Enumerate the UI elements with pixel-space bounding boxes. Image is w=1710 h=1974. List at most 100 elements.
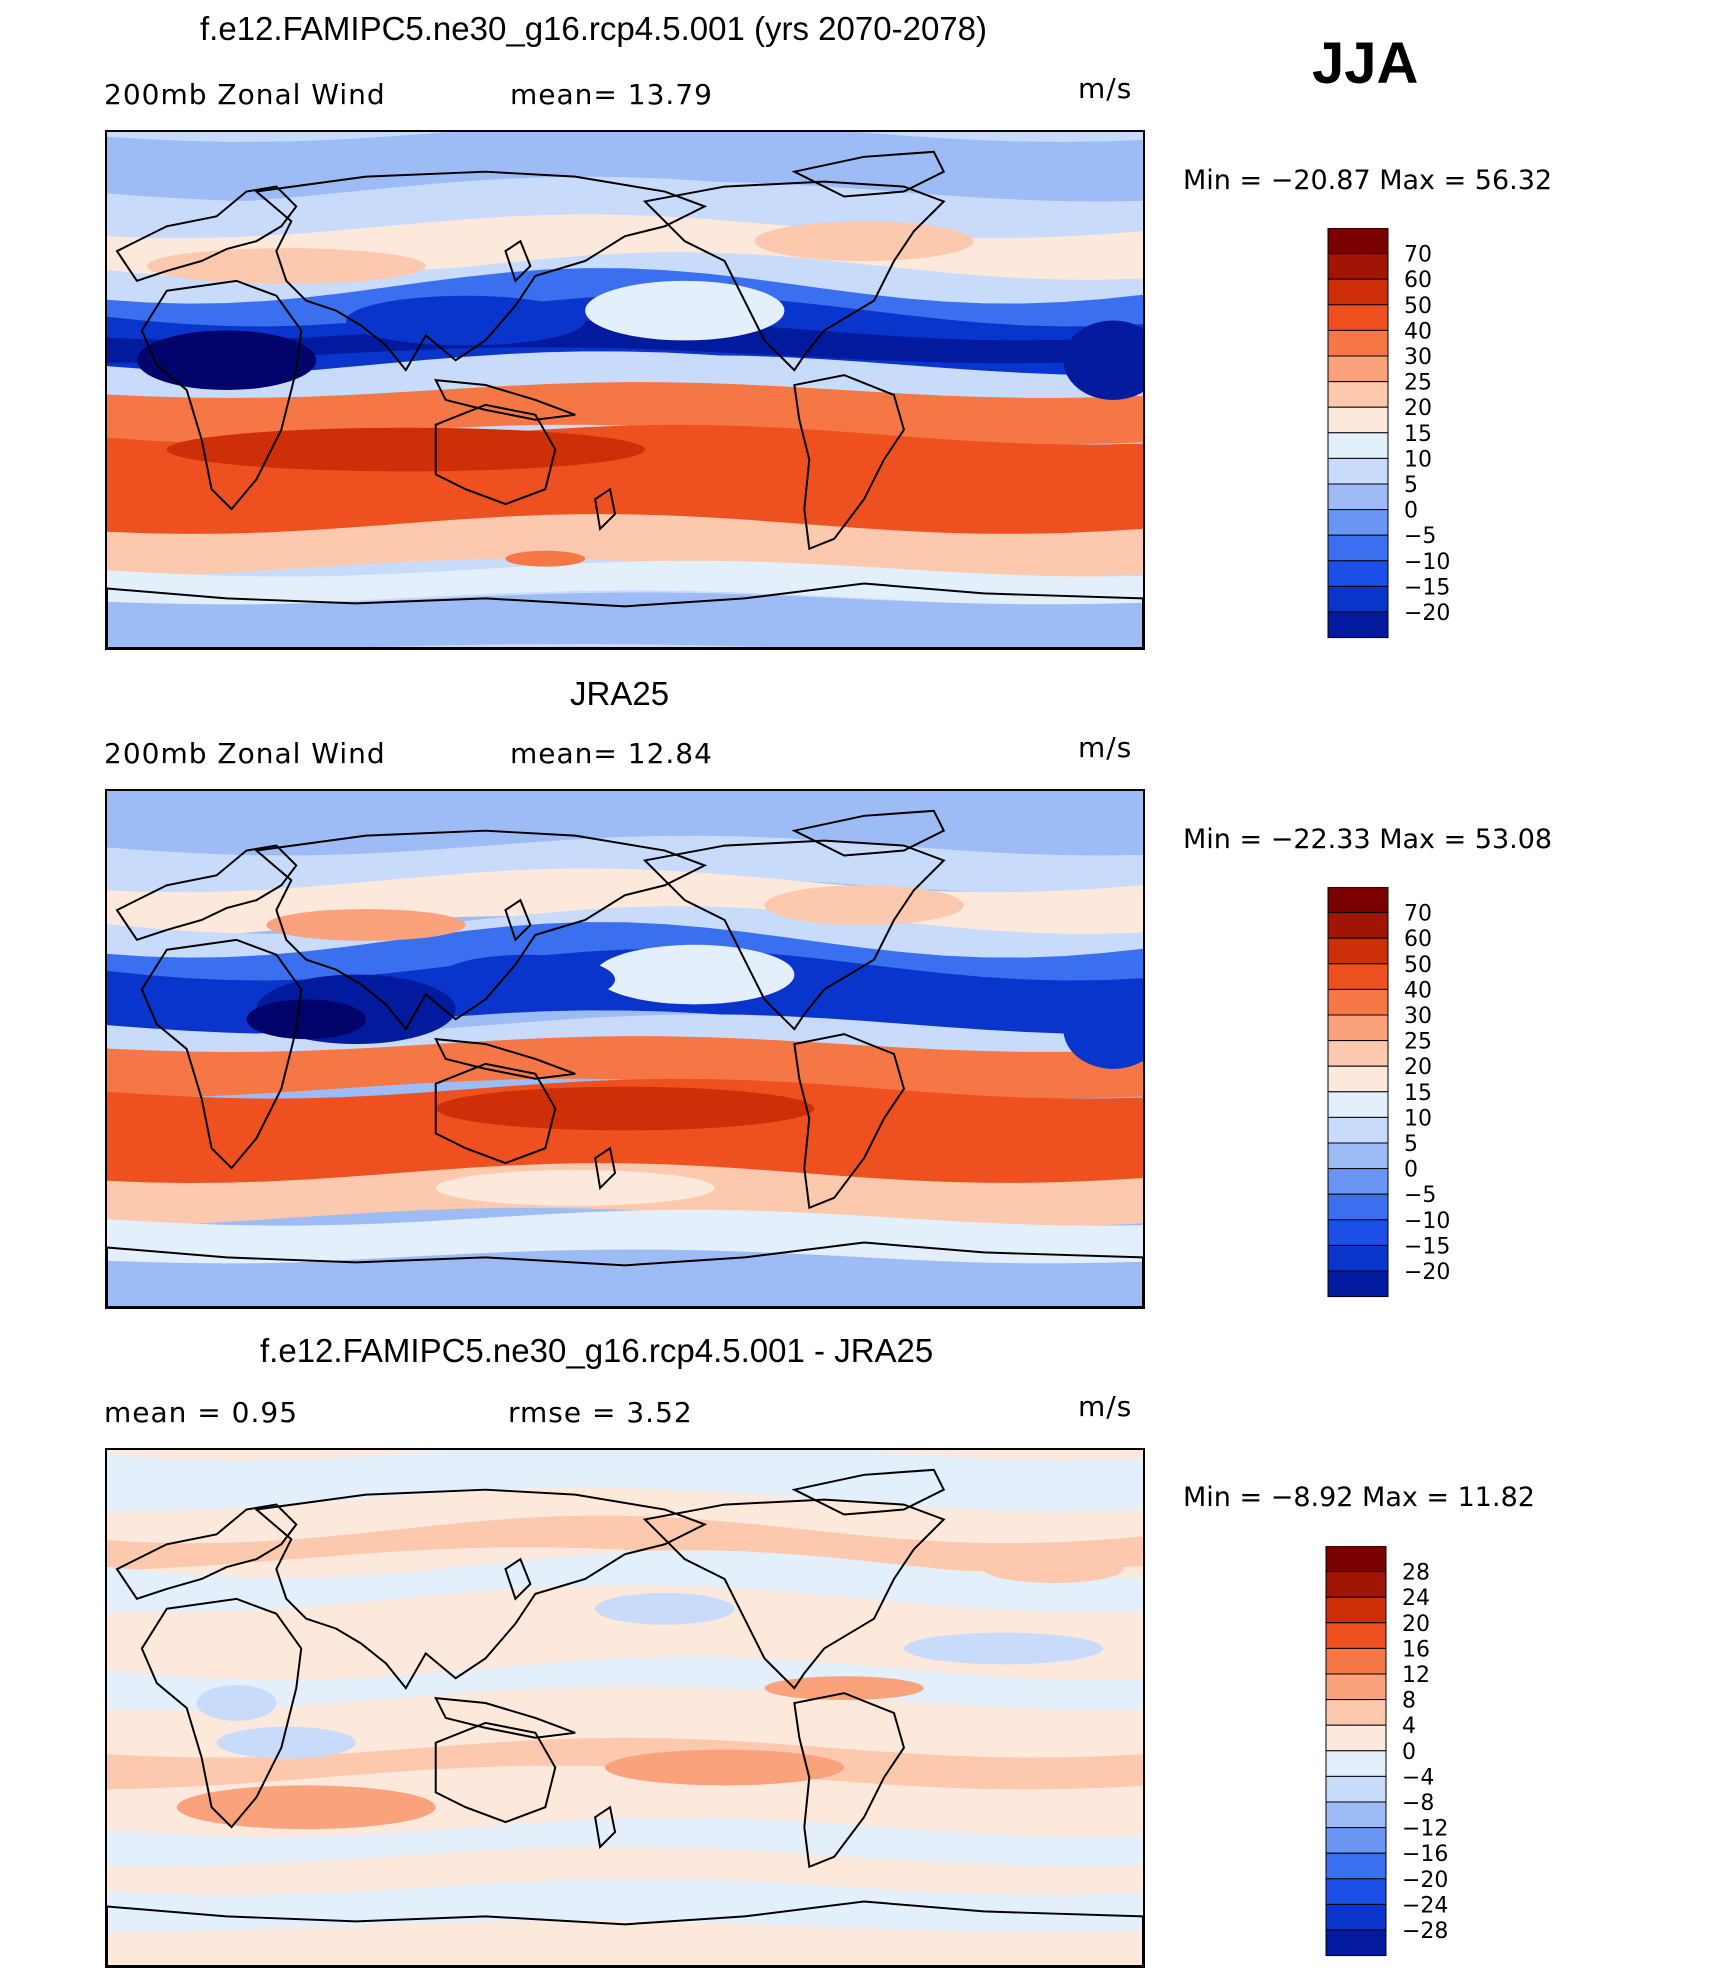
colorbar-swatch bbox=[1327, 483, 1389, 511]
wind-contour-band bbox=[107, 1078, 1143, 1190]
colorbar-swatch bbox=[1325, 1596, 1387, 1624]
coastline bbox=[107, 582, 1143, 648]
panel-title-obs: JRA25 bbox=[570, 675, 670, 712]
colorbar-swatch bbox=[1325, 1801, 1387, 1829]
colorbar-swatch bbox=[1327, 1065, 1389, 1093]
wind-contour-cell bbox=[435, 1170, 715, 1206]
colorbar-swatch bbox=[1325, 1724, 1387, 1752]
wind-contour-cell bbox=[595, 944, 795, 1005]
wind-contour-cell bbox=[216, 1726, 357, 1759]
colorbar-tick-label: 0 bbox=[1402, 1740, 1416, 1765]
variable-label-obs: 200mb Zonal Wind bbox=[104, 737, 386, 770]
colorbar-swatch bbox=[1327, 1219, 1389, 1246]
wind-contour-cell bbox=[595, 1592, 735, 1625]
mean-value-model: mean= 13.79 bbox=[510, 78, 713, 111]
units-label-model: m/s bbox=[1078, 72, 1133, 105]
wind-contour-band bbox=[107, 1036, 1143, 1099]
colorbar-tick-label: −24 bbox=[1402, 1893, 1448, 1918]
wind-contour-cell bbox=[1063, 989, 1143, 1069]
variable-label-model: 200mb Zonal Wind bbox=[104, 78, 386, 111]
colorbar-swatch bbox=[1325, 1852, 1387, 1880]
wind-contour-cell bbox=[435, 954, 616, 1005]
colorbar-tick-label: 10 bbox=[1404, 447, 1432, 472]
colorbar-swatch bbox=[1325, 1827, 1387, 1854]
colorbar-tick-label: −12 bbox=[1402, 1817, 1448, 1842]
coastline bbox=[115, 1503, 298, 1601]
coastline bbox=[504, 1557, 532, 1601]
colorbar-swatch bbox=[1327, 457, 1389, 485]
colorbar-swatch bbox=[1325, 1750, 1387, 1777]
wind-contour-cell bbox=[146, 248, 426, 284]
colorbar-swatch bbox=[1327, 912, 1389, 939]
mean-value-obs: mean= 12.84 bbox=[510, 737, 713, 770]
colorbar-swatch bbox=[1325, 1673, 1387, 1701]
colorbar-swatch bbox=[1327, 963, 1389, 990]
colorbar-tick-label: −5 bbox=[1404, 1183, 1436, 1208]
colorbar-tick-label: −8 bbox=[1402, 1791, 1434, 1816]
colorbar-swatch bbox=[1327, 1270, 1389, 1298]
coastline bbox=[504, 239, 532, 283]
coastline bbox=[140, 279, 303, 511]
colorbar-tick-label: −20 bbox=[1404, 1260, 1450, 1285]
coastline bbox=[107, 1241, 1143, 1307]
colorbar-swatch bbox=[1325, 1622, 1387, 1649]
wind-contour-band bbox=[107, 1450, 1143, 1512]
colorbar-tick-label: −5 bbox=[1404, 524, 1436, 549]
rmse-value-diff: rmse = 3.52 bbox=[508, 1396, 693, 1429]
zonal-wind-map-diff bbox=[107, 1450, 1143, 1966]
colorbar-swatch bbox=[1327, 406, 1389, 434]
wind-contour-band bbox=[107, 1878, 1143, 1933]
colorbar-swatch bbox=[1327, 1116, 1389, 1144]
coastline bbox=[140, 938, 303, 1170]
coastline bbox=[793, 1033, 906, 1210]
coastline bbox=[254, 829, 708, 1031]
wind-contour-cell bbox=[346, 295, 586, 346]
colorbar-tick-label: 70 bbox=[1404, 243, 1432, 268]
panel-title-diff: f.e12.FAMIPC5.ne30_g16.rcp4.5.001 - JRA2… bbox=[260, 1332, 934, 1369]
map-obs bbox=[105, 789, 1145, 1309]
colorbar-tick-label: 8 bbox=[1402, 1689, 1416, 1714]
colorbar-tick-label: 50 bbox=[1404, 953, 1432, 978]
colorbar-tick-label: −15 bbox=[1404, 575, 1450, 600]
colorbar-tick-label: 4 bbox=[1402, 1714, 1416, 1739]
wind-contour-cell bbox=[246, 999, 366, 1040]
wind-contour-cell bbox=[505, 550, 586, 567]
wind-contour-cell bbox=[605, 1749, 845, 1786]
colorbar-tick-label: 16 bbox=[1402, 1637, 1430, 1662]
colorbar-tick-label: 10 bbox=[1404, 1106, 1432, 1131]
colorbar-tick-label: 25 bbox=[1404, 1030, 1432, 1055]
colorbar-swatch bbox=[1327, 1142, 1389, 1170]
colorbar-swatch bbox=[1325, 1699, 1387, 1726]
wind-contour-band bbox=[107, 1817, 1143, 1867]
wind-contour-cell bbox=[903, 1632, 1104, 1665]
colorbar-swatch bbox=[1327, 278, 1389, 306]
colorbar-swatch bbox=[1327, 1168, 1389, 1195]
wind-contour-cell bbox=[166, 427, 645, 472]
colorbar-tick-label: 24 bbox=[1402, 1586, 1430, 1611]
wind-contour-band bbox=[107, 1515, 1143, 1572]
coastline bbox=[642, 180, 946, 372]
coastline bbox=[107, 1900, 1143, 1966]
colorbar-swatch bbox=[1327, 534, 1389, 562]
wind-contour-band bbox=[107, 835, 1143, 896]
colorbar-tick-label: −15 bbox=[1404, 1234, 1450, 1259]
colorbar-tick-label: 30 bbox=[1404, 1004, 1432, 1029]
coastline bbox=[434, 1696, 576, 1739]
coastline bbox=[642, 1498, 946, 1690]
wind-contour-cell bbox=[585, 280, 785, 341]
colorbar-tick-label: 20 bbox=[1404, 396, 1432, 421]
min-max-diff: Min = −8.92 Max = 11.82 bbox=[1183, 1482, 1535, 1513]
coastline bbox=[434, 403, 557, 506]
colorbar-tick-label: 28 bbox=[1402, 1561, 1430, 1586]
colorbar-swatch bbox=[1325, 1903, 1387, 1931]
colorbar-tick-label: −10 bbox=[1404, 1209, 1450, 1234]
wind-contour-cell bbox=[176, 1785, 436, 1830]
coastline bbox=[791, 150, 946, 198]
colorbar-swatch bbox=[1327, 1244, 1389, 1272]
colorbar-tick-label: 5 bbox=[1404, 473, 1418, 498]
colorbar-tick-label: 20 bbox=[1404, 1055, 1432, 1080]
colorbar-tick-label: 0 bbox=[1404, 1158, 1418, 1183]
colorbar-swatch bbox=[1325, 1571, 1387, 1598]
